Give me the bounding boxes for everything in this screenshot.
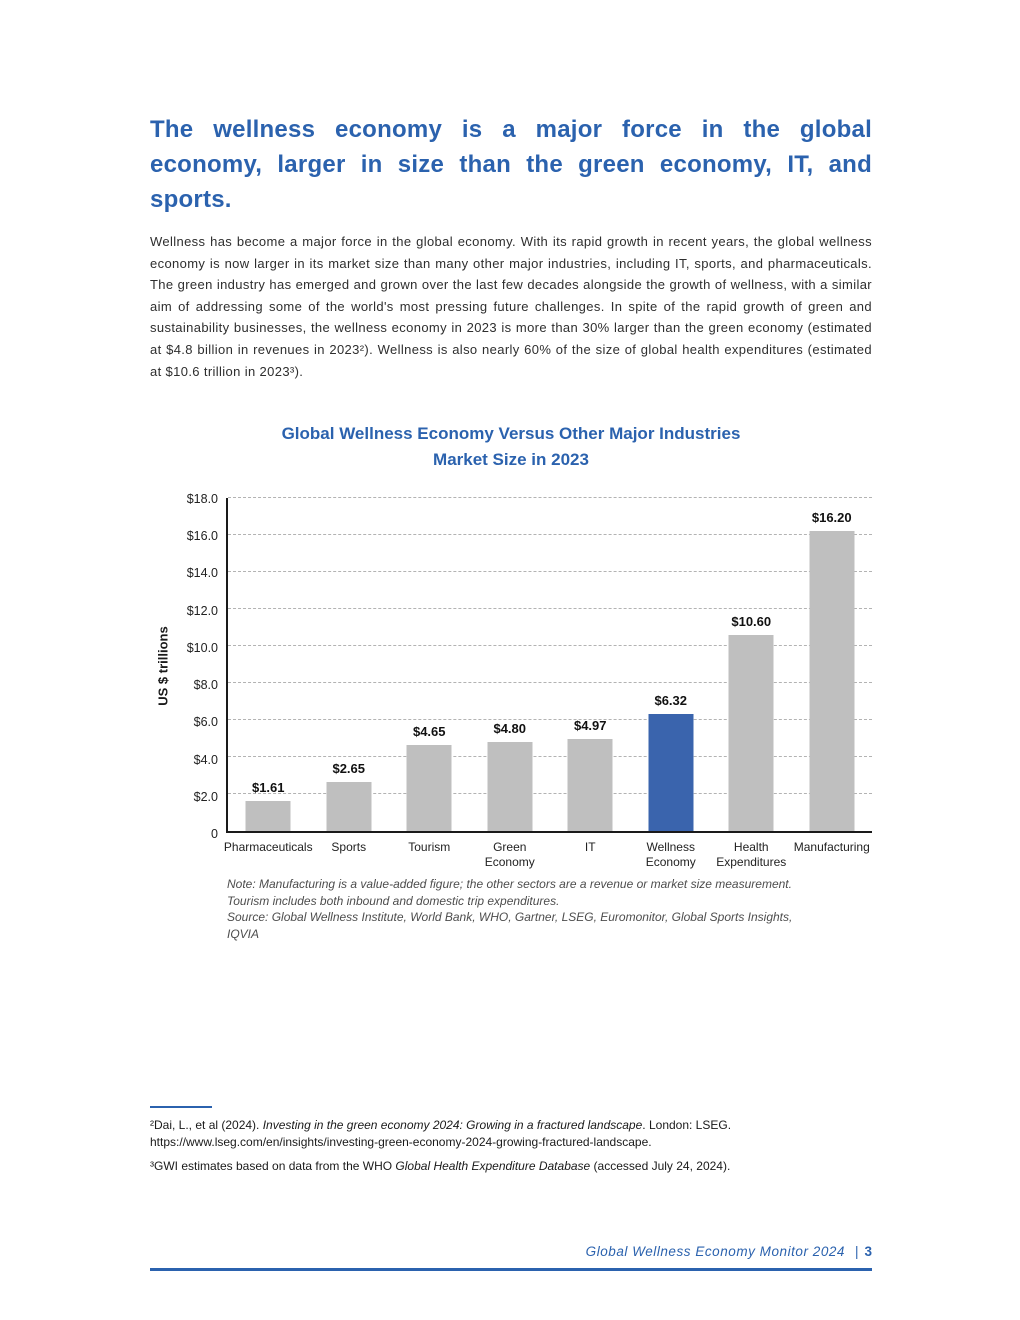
- bar-value-label: $4.80: [493, 721, 527, 737]
- chart-note-line: Tourism includes both inbound and domest…: [227, 893, 560, 908]
- bar-category-label: Pharmaceuticals: [223, 840, 313, 854]
- market-size-bar-chart: US $ trillions $18.0 $16.0 $14.0 $12.0 $10.0…: [150, 492, 873, 869]
- footnote-2-url: . London: LSEG. https://www.lseg.com/en/…: [150, 1118, 732, 1149]
- bar-category-label: Green Economy: [484, 840, 535, 869]
- bar-value-label: $1.61: [251, 780, 285, 796]
- chart-note-line: Note: Manufacturing is a value-added fig…: [227, 877, 792, 891]
- bar-category-label: Sports: [331, 840, 367, 854]
- bar-group-sports: $2.65 Sports: [309, 498, 390, 854]
- chart-title: Global Wellness Economy Versus Other Maj…: [150, 421, 872, 473]
- chart-source-line: Source: Global Wellness Institute, World…: [227, 910, 793, 924]
- bar-category-label: Manufacturing: [793, 840, 870, 854]
- bar-category-label: Health Expenditures: [716, 840, 787, 869]
- footnote-3-end: (accessed July 24, 2024).: [590, 1159, 731, 1173]
- gridline: [228, 571, 872, 572]
- bar-value-label: $4.65: [412, 723, 446, 739]
- gridline: [228, 608, 872, 609]
- bar-group-wellness-economy: $6.32 Wellness Economy: [631, 498, 712, 869]
- y-tick-label: $4.0: [193, 752, 218, 767]
- y-tick-label: $14.0: [186, 566, 218, 581]
- bar-sports: [326, 781, 372, 831]
- chart-title-line1: Global Wellness Economy Versus Other Maj…: [281, 424, 741, 443]
- footnote-divider: [150, 1106, 212, 1108]
- y-axis-ticks: $18.0 $16.0 $14.0 $12.0 $10.0 $8.0 $6.0 $4.0 $2.…: [176, 492, 226, 841]
- y-axis-title: US $ trillions: [155, 625, 171, 706]
- gridline: [228, 534, 872, 536]
- footnote-3-title: Global Health Expenditure Database: [395, 1159, 591, 1173]
- gridline: [228, 682, 872, 684]
- gridline: [228, 719, 872, 720]
- bar-wellness-economy: [648, 714, 694, 831]
- bar-value-label: $6.32: [654, 693, 688, 709]
- bar-value-label: $2.65: [332, 760, 366, 776]
- bar-category-label: Wellness Economy: [645, 840, 696, 869]
- footer-rule: [150, 1268, 872, 1271]
- chart-note: Note: Manufacturing is a value-added fig…: [227, 876, 877, 942]
- y-tick-label: $6.0: [193, 715, 218, 730]
- bar-group-green-economy: $4.80 Green Economy: [470, 498, 551, 869]
- footer-title: Global Wellness Economy Monitor 2024: [585, 1244, 845, 1259]
- y-tick-label: $2.0: [193, 789, 218, 804]
- y-axis-title-wrap: US $ trillions: [150, 498, 176, 833]
- bar-manufacturing: [809, 531, 855, 831]
- footer-separator: |: [854, 1244, 859, 1259]
- chart-title-line2: Market Size in 2023: [433, 450, 589, 469]
- gridline: [228, 497, 872, 498]
- bar-tourism: [406, 744, 452, 831]
- footnote-3: ³GWI estimates based on data from the WH…: [150, 1158, 872, 1175]
- bar-group-health-expenditures: $10.60 Health Expenditures: [711, 498, 792, 869]
- bar-green-economy: [487, 742, 533, 831]
- y-tick-label: $18.0: [186, 492, 218, 506]
- footnote-2-text: ²Dai, L., et al (2024).: [150, 1118, 263, 1132]
- gridline: [228, 756, 872, 758]
- y-tick-label: $10.0: [186, 640, 218, 655]
- footnote-3-text: ³GWI estimates based on data from the WH…: [150, 1159, 396, 1173]
- bar-group-it: $4.97 IT: [550, 498, 631, 854]
- bar-category-label: IT: [584, 840, 596, 854]
- bar-group-manufacturing: $16.20 Manufacturing: [792, 498, 873, 854]
- y-tick-label: $12.0: [186, 603, 218, 618]
- page-footer: Global Wellness Economy Monitor 2024 | 3: [150, 1244, 872, 1259]
- bar-group-tourism: $4.65 Tourism: [389, 498, 470, 854]
- bar-value-label: $4.97: [573, 718, 607, 734]
- y-tick-label: $16.0: [186, 529, 218, 544]
- footnote-2: ²Dai, L., et al (2024). Investing in the…: [150, 1117, 872, 1151]
- gridline: [228, 645, 872, 646]
- y-tick-label: $8.0: [193, 678, 218, 693]
- plot-area: $1.61 Pharmaceuticals $2.65 Sports $4.65 Tour…: [224, 497, 873, 869]
- chart-source-line: IQVIA: [227, 926, 260, 941]
- bar-pharmaceuticals: [245, 801, 291, 831]
- gridline: [228, 793, 872, 795]
- bar-value-label: $16.20: [811, 510, 852, 526]
- bar-health-expenditures: [728, 634, 774, 831]
- footnote-2-title: Investing in the green economy 2024: Gro…: [262, 1118, 643, 1132]
- footer-page-number: 3: [864, 1244, 872, 1259]
- bar-group-pharmaceuticals: $1.61 Pharmaceuticals: [224, 498, 313, 854]
- bar-category-label: Tourism: [408, 840, 451, 854]
- y-tick-label: 0: [211, 827, 218, 841]
- body-paragraph: Wellness has become a major force in the…: [150, 234, 872, 379]
- page-heading: The wellness economy is a major force in…: [150, 116, 872, 213]
- bar-it: [567, 739, 613, 831]
- bar-value-label: $10.60: [731, 613, 772, 629]
